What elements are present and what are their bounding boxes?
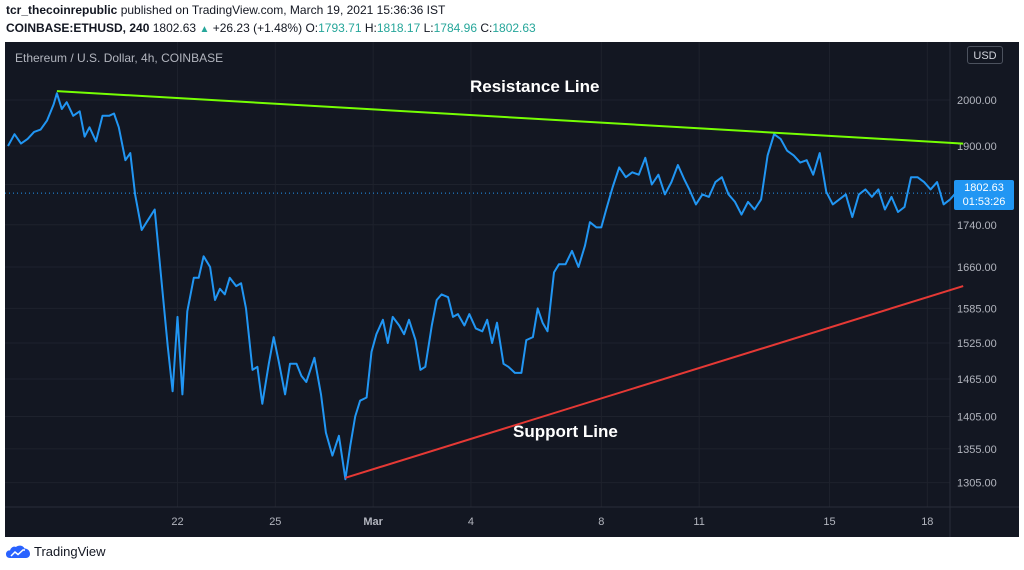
- last-price: 1802.63: [152, 21, 197, 35]
- x-tick-label: 8: [598, 516, 604, 528]
- open-label: O:: [305, 21, 319, 35]
- open-value: 1793.71: [318, 21, 362, 35]
- y-tick-label: 1405.00: [957, 411, 997, 423]
- x-tick-label: 15: [823, 516, 835, 528]
- x-tick-label: 11: [693, 516, 704, 528]
- y-tick-label: 2000.00: [957, 95, 997, 107]
- ohlc-line: COINBASE:ETHUSD, 240 1802.63 ▲ +26.23 (+…: [6, 21, 536, 35]
- y-tick-label: 1465.00: [957, 374, 997, 386]
- x-tick-label: 22: [171, 516, 183, 528]
- low-label: L:: [423, 21, 434, 35]
- publish-header: tcr_thecoinrepublic published on Trading…: [0, 0, 1024, 40]
- low-value: 1784.96: [433, 21, 477, 35]
- symbol-label: COINBASE:ETHUSD, 240: [6, 21, 150, 35]
- publish-info: tcr_thecoinrepublic published on Trading…: [6, 3, 445, 17]
- author-name[interactable]: tcr_thecoinrepublic: [6, 3, 118, 17]
- up-triangle-icon: ▲: [199, 24, 210, 35]
- price-change: +26.23 (+1.48%): [212, 21, 303, 35]
- cloud-logo-icon: [6, 545, 30, 558]
- footer: TradingView: [0, 537, 1024, 570]
- y-tick-label: 1900.00: [957, 141, 997, 153]
- high-value: 1818.17: [376, 21, 421, 35]
- chart-panel[interactable]: 1305.00 1355.00 1405.00 1465.00 1525.00 1585.…: [5, 42, 1019, 537]
- last-price-tag: 1802.63 01:53:26: [954, 180, 1014, 210]
- y-tick-label: 1525.00: [957, 338, 997, 350]
- tradingview-logo[interactable]: TradingView: [6, 544, 106, 559]
- x-tick-label: 25: [269, 516, 281, 528]
- y-tick-label: 1305.00: [957, 478, 997, 490]
- published-text: published on TradingView.com, March 19, …: [120, 3, 446, 17]
- x-tick-label: 18: [921, 516, 933, 528]
- y-tick-label: 1740.00: [957, 220, 997, 232]
- x-tick-label: Mar: [363, 516, 383, 528]
- x-tick-label: 4: [468, 516, 474, 528]
- high-label: H:: [364, 21, 377, 35]
- price-series-line: [7, 92, 958, 481]
- price-chart[interactable]: 1305.00 1355.00 1405.00 1465.00 1525.00 1585.…: [5, 42, 1019, 537]
- chart-title: Ethereum / U.S. Dollar, 4h, COINBASE: [15, 51, 224, 65]
- y-tick-label: 1660.00: [957, 262, 997, 274]
- y-tick-label: 1355.00: [957, 444, 997, 456]
- support-trendline: [345, 285, 964, 479]
- brand-name: TradingView: [34, 544, 106, 559]
- currency-button[interactable]: USD: [967, 46, 1003, 64]
- bar-countdown: 01:53:26: [962, 196, 1006, 208]
- last-price-tag-value: 1802.63: [964, 182, 1004, 194]
- resistance-trendline: [56, 90, 964, 145]
- close-label: C:: [480, 21, 493, 35]
- y-tick-label: 1585.00: [957, 303, 997, 315]
- close-value: 1802.63: [492, 21, 536, 35]
- resistance-label: Resistance Line: [470, 77, 600, 96]
- support-label: Support Line: [513, 422, 618, 441]
